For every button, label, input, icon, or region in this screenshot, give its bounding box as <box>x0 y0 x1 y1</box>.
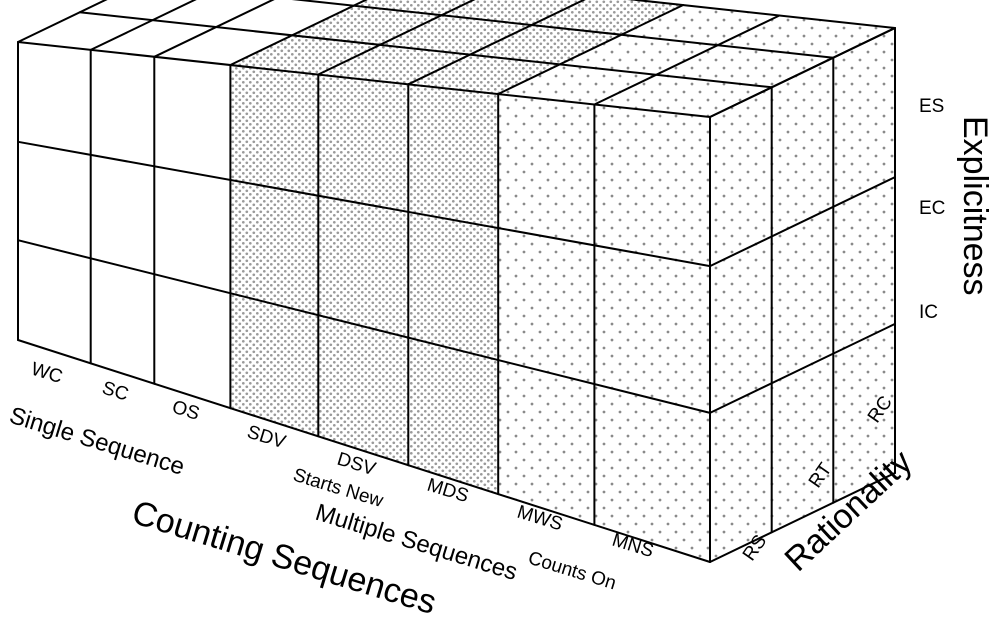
group-label-single-sequence: Single Sequence <box>6 402 187 481</box>
top-depth-line-4 <box>317 0 476 76</box>
side-row-line-1 <box>709 176 896 268</box>
cube-faces <box>18 0 895 562</box>
top-depth-line-3 <box>229 0 368 66</box>
level-label-es: ES <box>919 96 944 117</box>
level-label-ec: EC <box>919 198 945 219</box>
side-row-line-2 <box>709 322 896 414</box>
starts-new-front-face <box>230 65 499 495</box>
starts-new-top-face <box>230 0 684 94</box>
top-row-line-1 <box>291 0 835 59</box>
group-label-counts-on: Counts On <box>526 548 619 595</box>
top-depth-line-5 <box>407 0 586 86</box>
top-row-line-0 <box>78 11 773 89</box>
counts-on-front-face <box>498 94 710 562</box>
front-row-line-2 <box>17 239 711 414</box>
side-row-line-3 <box>709 472 896 563</box>
front-row-line-3 <box>17 339 711 563</box>
code-label-sdv: SDV <box>245 422 289 454</box>
code-label-os: OS <box>170 397 202 425</box>
top-depth-line-2 <box>153 0 275 58</box>
rationality-side-face <box>710 28 895 562</box>
top-depth-line-0 <box>17 0 108 43</box>
axis-title-explicitness: Explicitness <box>956 116 994 296</box>
single-sequence-top-face <box>18 0 366 65</box>
top-row-line-2 <box>627 0 896 29</box>
counts-on-top-face <box>498 5 895 117</box>
top-depth-line-7 <box>593 14 781 106</box>
explicitness-axis: ES EC IC Explicitness <box>919 96 994 323</box>
top-depth-line-1 <box>89 0 197 51</box>
code-label-sc: SC <box>100 378 131 406</box>
axis-title-counting-sequences: Counting Sequences <box>128 493 441 622</box>
front-row-line-1 <box>17 140 711 268</box>
single-sequence-front-face <box>18 42 231 409</box>
side-row-line-0 <box>709 27 896 118</box>
code-label-wc: WC <box>29 359 65 388</box>
level-label-ic: IC <box>919 302 938 323</box>
cube-grid-lines <box>17 0 896 563</box>
top-depth-line-6 <box>497 4 685 95</box>
